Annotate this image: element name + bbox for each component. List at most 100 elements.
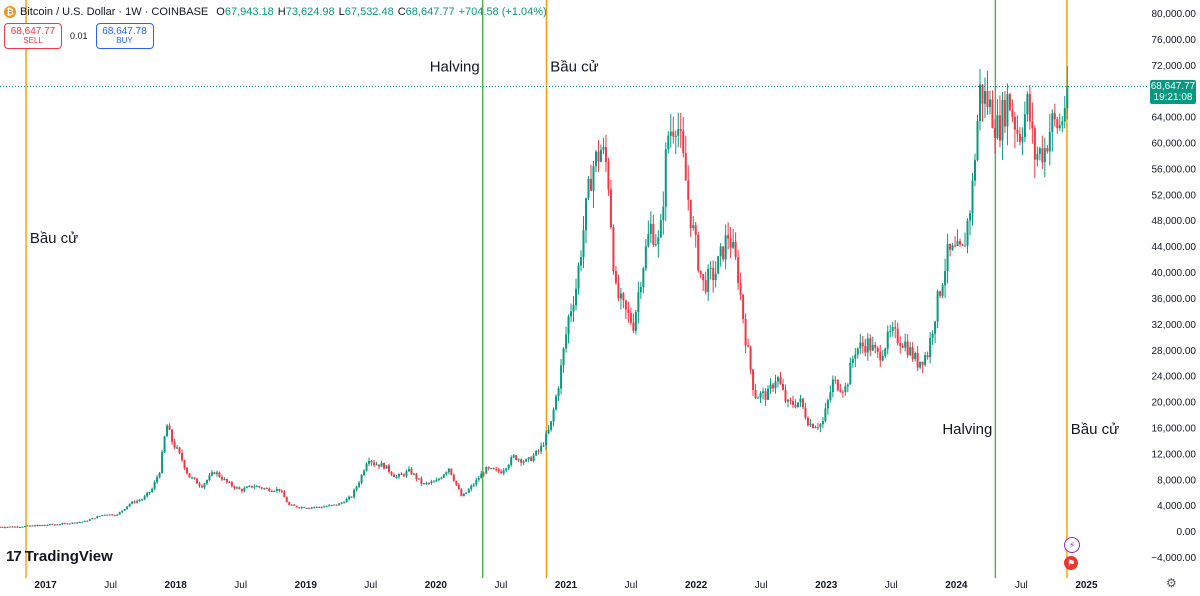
symbol-title[interactable]: Bitcoin / U.S. Dollar · 1W · COINBASE	[20, 6, 209, 18]
us-flag-event-icon[interactable]: ⚑	[1064, 556, 1078, 570]
candle-body	[724, 235, 727, 260]
candle-body	[133, 501, 136, 503]
candle-body	[637, 292, 640, 313]
candle-body	[886, 331, 889, 349]
x-tick-label: Jul	[755, 580, 768, 591]
candle-body	[789, 400, 792, 402]
candle-body	[739, 283, 742, 295]
gear-icon[interactable]: ⚙	[1166, 576, 1177, 590]
candle-body	[697, 234, 700, 271]
candle-body	[784, 389, 787, 402]
candle-body	[335, 504, 338, 506]
candle-body	[3, 527, 6, 529]
candle-body	[442, 474, 445, 478]
candle-body	[53, 524, 56, 526]
candle-body	[205, 480, 208, 484]
candle-body	[106, 514, 109, 516]
election-label: Bầu cử	[550, 58, 598, 75]
y-tick-label: 32,000.00	[1152, 320, 1197, 331]
candle-body	[836, 380, 839, 391]
candle-body	[1056, 119, 1059, 129]
y-tick-label: 52,000.00	[1152, 190, 1197, 201]
candle-body	[744, 319, 747, 346]
candle-body	[522, 461, 525, 463]
candle-body	[1038, 148, 1041, 154]
candle-body	[727, 235, 730, 239]
candle-body	[599, 149, 602, 162]
candle-body	[63, 523, 66, 525]
candle-body	[370, 460, 373, 463]
high-value: 73,624.98	[285, 6, 335, 18]
candle-body	[707, 268, 710, 292]
candle-body	[480, 473, 483, 479]
lightning-event-icon[interactable]: ⚡	[1064, 537, 1080, 553]
candle-body	[1041, 148, 1044, 163]
candle-body	[804, 407, 807, 418]
buy-button[interactable]: 68,647.78 BUY	[95, 23, 154, 49]
current-price-value: 68,647.77	[1150, 81, 1196, 93]
candle-body	[532, 455, 535, 461]
candle-body	[781, 384, 784, 390]
candle-body	[677, 129, 680, 136]
candle-body	[861, 342, 864, 347]
candle-body	[383, 462, 386, 469]
candle-body	[969, 213, 972, 221]
candle-body	[844, 386, 847, 393]
candle-body	[654, 244, 657, 246]
candle-body	[589, 178, 592, 191]
candle-body	[956, 241, 959, 247]
low-value: 67,532.48	[344, 6, 394, 18]
candle-body	[993, 128, 996, 138]
y-tick-label: 0.00	[1177, 527, 1197, 538]
candle-body	[1001, 99, 1004, 141]
candle-body	[974, 160, 977, 181]
candle-body	[343, 502, 346, 504]
candle-body	[672, 131, 675, 137]
candle-body	[1013, 116, 1016, 130]
candle-body	[318, 506, 321, 508]
candle-body	[669, 131, 672, 136]
candle-body	[303, 507, 306, 509]
candle-body	[51, 524, 54, 526]
candle-body	[36, 525, 39, 527]
candle-body	[228, 482, 231, 484]
candle-body	[325, 506, 328, 508]
close-value: 68,647.77	[405, 6, 455, 18]
candle-body	[208, 475, 211, 481]
candle-body	[360, 474, 363, 483]
candle-body	[722, 246, 725, 260]
candle-body	[944, 271, 947, 286]
x-tick-label: 2022	[685, 580, 708, 591]
candle-body	[679, 129, 682, 131]
candle-body	[76, 522, 79, 524]
candle-body	[457, 484, 460, 490]
candle-body	[575, 288, 578, 306]
tradingview-logo[interactable]: 17 TradingView	[6, 548, 113, 565]
candle-body	[682, 130, 685, 154]
tradingview-wordmark: TradingView	[24, 548, 113, 565]
candle-body	[891, 327, 894, 332]
candle-body	[1023, 114, 1026, 138]
candle-body	[934, 321, 937, 334]
candle-body	[482, 473, 485, 475]
sell-button[interactable]: 68,647.77 SELL	[4, 23, 62, 49]
bitcoin-icon: ₿	[4, 6, 16, 18]
candle-body	[834, 379, 837, 381]
candle-body	[876, 347, 879, 352]
candle-body	[624, 300, 627, 310]
candle-body	[181, 452, 184, 461]
candle-body	[545, 433, 548, 446]
x-tick-label: 2021	[555, 580, 578, 591]
candle-body	[839, 390, 842, 392]
high-label: H	[277, 6, 286, 18]
candle-body	[56, 524, 59, 526]
candle-body	[642, 268, 645, 288]
candle-body	[814, 427, 817, 429]
candle-body	[450, 468, 453, 475]
candle-body	[16, 526, 19, 528]
candle-body	[86, 520, 89, 522]
candle-body	[273, 490, 276, 492]
